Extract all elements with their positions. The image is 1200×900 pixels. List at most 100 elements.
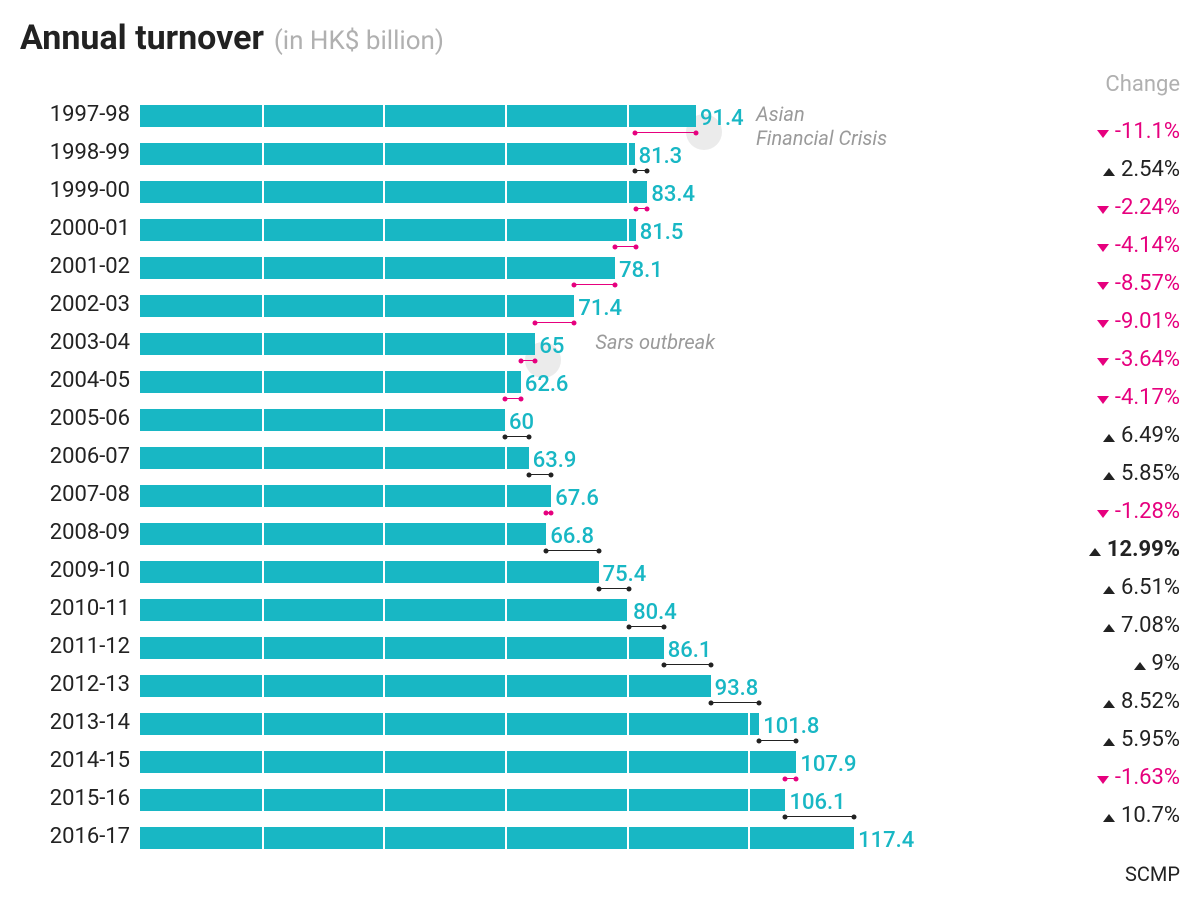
year-label: 2000-01 [20, 215, 130, 243]
bar-track: 62.6 [140, 371, 870, 393]
bar-grid-line [627, 599, 629, 621]
bar-grid-line [383, 409, 385, 431]
annotation-label: AsianFinancial Crisis [756, 102, 887, 150]
connector-dot [852, 814, 857, 819]
bar [140, 257, 615, 279]
bar-value-label: 101.8 [763, 713, 819, 741]
bar-grid-line [262, 181, 264, 203]
bar-value-label: 86.1 [668, 637, 712, 665]
year-label: 1997-98 [20, 101, 130, 129]
bar-grid-line [262, 637, 264, 659]
caret-down-icon [1097, 510, 1109, 518]
connector-dot [544, 548, 549, 553]
year-label: 2007-08 [20, 481, 130, 509]
connector-dot [632, 168, 637, 173]
change-cell: 5.85% [1040, 463, 1180, 485]
table-row: 2007-0867.6 [20, 480, 1180, 518]
connector-line [546, 550, 598, 551]
bar-grid-line [505, 447, 507, 469]
table-row: 1999-0083.4 [20, 176, 1180, 214]
bar-track: 107.9 [140, 751, 870, 773]
bar [140, 599, 629, 621]
bar-grid-line [505, 219, 507, 241]
bar-grid-line [627, 637, 629, 659]
connector-dot [633, 244, 638, 249]
change-value: 6.51% [1121, 577, 1180, 599]
bar-grid-line [505, 485, 507, 507]
bar-grid-line [262, 447, 264, 469]
bar-grid-line [383, 295, 385, 317]
connector-line [785, 816, 854, 817]
connector-dot [572, 320, 577, 325]
bar-track: 78.1 [140, 257, 870, 279]
caret-down-icon [1097, 130, 1109, 138]
connector-dot [783, 776, 788, 781]
bar [140, 789, 785, 811]
bar-grid-line [627, 827, 629, 849]
connector-dot [794, 776, 799, 781]
change-cell: 6.51% [1040, 577, 1180, 599]
connector-dot [549, 472, 554, 477]
bar [140, 827, 854, 849]
bar [140, 181, 647, 203]
connector-line [535, 322, 574, 323]
bar-grid-line [383, 751, 385, 773]
bar-track: 75.4 [140, 561, 870, 583]
bar-grid-line [748, 827, 750, 849]
bar-grid-line [627, 219, 629, 241]
table-row: 2004-0562.6 [20, 366, 1180, 404]
bar-grid-line [748, 751, 750, 773]
change-value: 12.99% [1107, 539, 1180, 561]
change-cell: 9% [1040, 653, 1180, 675]
bar-grid-line [262, 599, 264, 621]
bar-value-label: 65 [539, 333, 564, 361]
table-row: 2012-1393.8 [20, 670, 1180, 708]
change-cell: 2.54% [1040, 159, 1180, 181]
change-value: 6.49% [1121, 425, 1180, 447]
year-label: 2003-04 [20, 329, 130, 357]
bar-value-label: 75.4 [603, 561, 647, 589]
table-row: 2011-1286.1 [20, 632, 1180, 670]
year-label: 2005-06 [20, 405, 130, 433]
year-label: 2008-09 [20, 519, 130, 547]
connector-dot [503, 434, 508, 439]
caret-down-icon [1097, 320, 1109, 328]
bar-grid-line [262, 827, 264, 849]
table-row: 2000-01 81.5 [20, 214, 1180, 252]
bar-grid-line [262, 295, 264, 317]
bar-grid-line [262, 143, 264, 165]
change-cell: -1.28% [1040, 501, 1180, 523]
connector-dot [503, 396, 508, 401]
change-cell: 12.99% [1040, 539, 1180, 561]
change-value: 7.08% [1121, 615, 1180, 637]
bar-grid-line [627, 181, 629, 203]
bar-grid-line [627, 789, 629, 811]
bar-value-label: 78.1 [619, 257, 663, 285]
change-value: 5.85% [1121, 463, 1180, 485]
bar-grid-line [383, 713, 385, 735]
caret-up-icon [1103, 700, 1115, 708]
bar-grid-line [383, 371, 385, 393]
bar-grid-line [262, 789, 264, 811]
bar-track: 83.4 [140, 181, 870, 203]
bar-track: 81.5 [140, 219, 870, 241]
year-label: 1998-99 [20, 139, 130, 167]
connector-dot [613, 282, 618, 287]
change-cell: -3.64% [1040, 349, 1180, 371]
bar [140, 447, 529, 469]
bar-grid-line [748, 789, 750, 811]
bar-grid-line [505, 675, 507, 697]
chart-title: Annual turnover [20, 18, 264, 58]
caret-down-icon [1097, 282, 1109, 290]
bar-grid-line [383, 485, 385, 507]
bar-track: 71.4 [140, 295, 870, 317]
change-value: -4.14% [1115, 235, 1180, 257]
change-column-header: Change [1040, 72, 1180, 97]
change-value: -11.1% [1115, 121, 1180, 143]
bar [140, 409, 505, 431]
change-value: -1.28% [1115, 501, 1180, 523]
bar-grid-line [383, 637, 385, 659]
bar-grid-line [505, 333, 507, 355]
change-value: 10.7% [1121, 805, 1180, 827]
year-label: 2013-14 [20, 709, 130, 737]
